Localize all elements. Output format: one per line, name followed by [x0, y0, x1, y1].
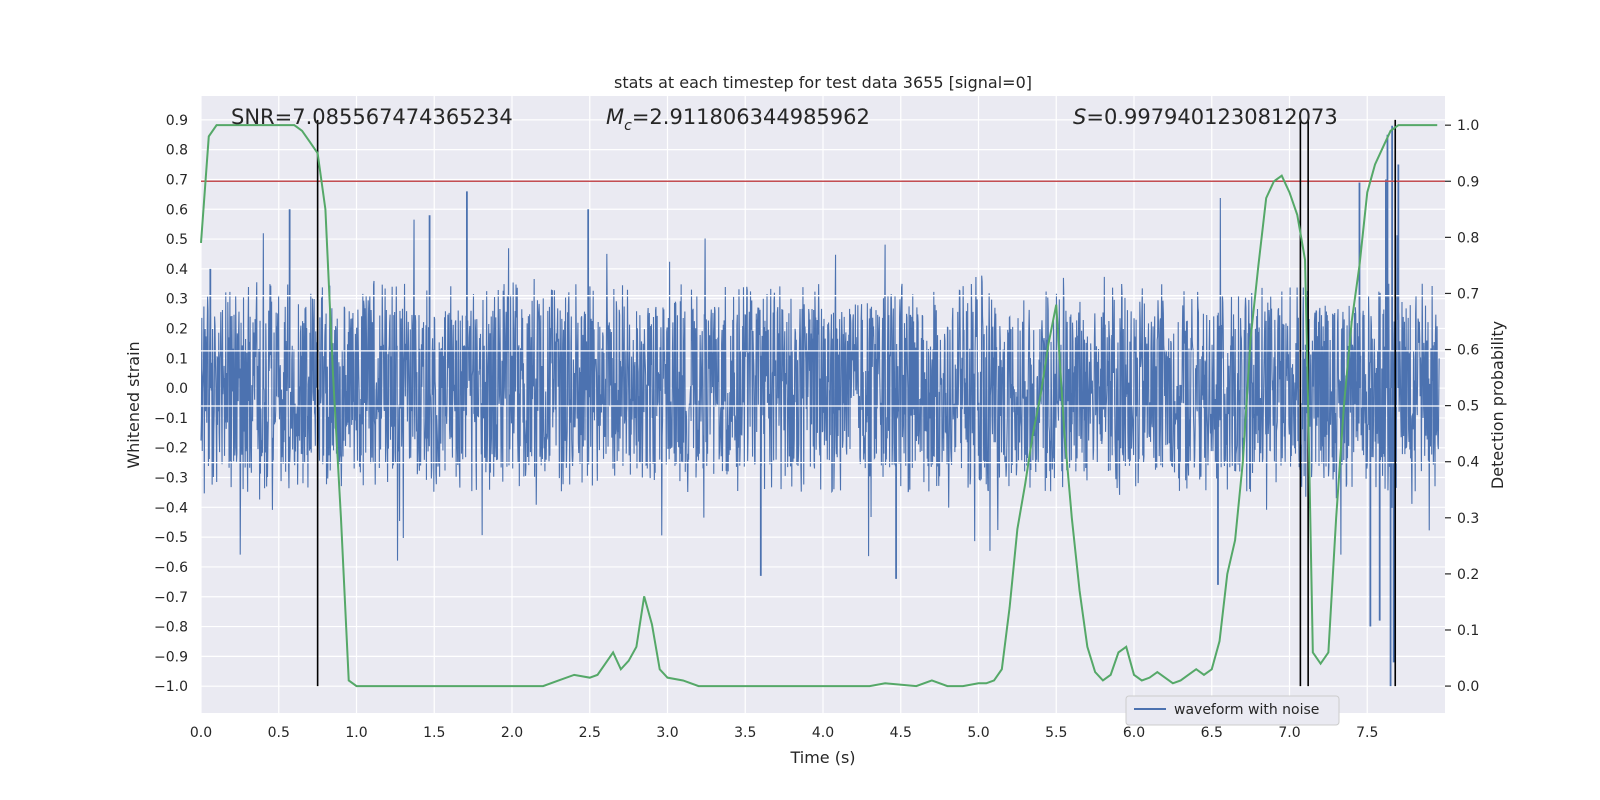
y-left-tick-label: −0.5	[154, 530, 188, 546]
y-left-tick-label: −0.3	[154, 471, 188, 487]
y-left-tick-label: −0.8	[154, 620, 188, 636]
s-value: =0.9979401230812073	[1086, 105, 1337, 129]
y-left-tick-label: 0.4	[166, 262, 188, 278]
x-tick-label: 7.5	[1356, 725, 1378, 741]
x-tick-label: 3.0	[656, 725, 678, 741]
snr-annotation: SNR=7.085567474365234	[231, 105, 513, 129]
y-left-axis-label: Whitened strain	[124, 341, 143, 468]
y-right-tick-label: 0.2	[1457, 567, 1479, 583]
x-tick-label: 1.0	[345, 725, 367, 741]
y-left-tick-label: −0.2	[154, 441, 188, 457]
y-left-tick-label: 0.7	[166, 172, 188, 188]
y-right-tick-label: 0.5	[1457, 399, 1479, 415]
y-left-tick-label: 0.3	[166, 292, 188, 308]
s-symbol: S	[1073, 105, 1086, 129]
x-tick-label: 5.5	[1045, 725, 1067, 741]
x-tick-label: 6.5	[1201, 725, 1223, 741]
detection-line	[200, 124, 1438, 688]
y-left-tick-label: 0.2	[166, 321, 188, 337]
y-right-tick-label: 0.7	[1457, 286, 1479, 302]
x-axis-label: Time (s)	[789, 748, 855, 767]
y-right-tick-label: 0.6	[1457, 343, 1479, 359]
y-right-tick-label: 0.8	[1457, 230, 1479, 246]
chirp-mass-value: =2.911806344985962	[632, 105, 870, 129]
x-tick-label: 5.0	[967, 725, 989, 741]
y-right-axis-label: Detection probability	[1488, 321, 1507, 489]
x-tick-label: 2.5	[579, 725, 601, 741]
legend-label: waveform with noise	[1174, 702, 1319, 718]
chirp-mass-annotation: Mc=2.911806344985962	[606, 105, 870, 134]
legend-box	[1125, 695, 1340, 726]
y-left-tick-label: −0.6	[154, 560, 188, 576]
y-right-tick-label: 0.1	[1457, 623, 1479, 639]
x-tick-label: 1.5	[423, 725, 445, 741]
y-right-tick-label: 0.3	[1457, 511, 1479, 527]
chirp-mass-symbol: M	[606, 105, 624, 129]
x-axis-ticks: 0.0 0.5 1.0 1.5 2.0 2.5 3.0 3.5 4.0 4.5 5.0 5.5 6.0 6…	[190, 725, 1379, 741]
horizontal-lines	[201, 180, 1445, 464]
y-left-axis-ticks: 0.9 0.8 0.7 0.6 0.5 0.4 0.3 0.2 0.1 0.0 −0.1 −0.2 −0…	[154, 113, 188, 695]
y-left-tick-label: −0.4	[154, 500, 188, 516]
detection-series	[200, 124, 1438, 688]
y-left-tick-label: −0.9	[154, 649, 188, 665]
legend: waveform with noise	[1125, 695, 1340, 726]
waveform-line	[200, 197, 1440, 561]
y-left-tick-label: −0.1	[154, 411, 188, 427]
waveform-series	[200, 125, 1440, 687]
y-left-tick-label: 0.8	[166, 143, 188, 159]
y-left-tick-label: −0.7	[154, 590, 188, 606]
chirp-mass-subscript: c	[624, 118, 632, 134]
y-right-axis-ticks: 1.0 0.9 0.8 0.7 0.6 0.5 0.4 0.3 0.2 0.1 0.0	[1445, 118, 1479, 695]
y-left-tick-label: 0.5	[166, 232, 188, 248]
x-tick-label: 4.0	[812, 725, 834, 741]
y-left-tick-label: 0.9	[166, 113, 188, 129]
s-annotation: S=0.9979401230812073	[1073, 105, 1338, 129]
y-left-tick-label: 0.1	[166, 351, 188, 367]
x-tick-label: 6.0	[1123, 725, 1145, 741]
x-tick-label: 0.5	[268, 725, 290, 741]
y-left-tick-label: 0.6	[166, 202, 188, 218]
y-right-tick-label: 0.4	[1457, 455, 1479, 471]
x-tick-label: 3.5	[734, 725, 756, 741]
x-tick-label: 2.0	[501, 725, 523, 741]
y-right-tick-label: 1.0	[1457, 118, 1479, 134]
y-right-tick-label: 0.9	[1457, 174, 1479, 190]
y-right-tick-label: 0.0	[1457, 679, 1479, 695]
x-tick-label: 0.0	[190, 725, 212, 741]
x-tick-label: 7.0	[1278, 725, 1300, 741]
y-left-tick-label: −1.0	[154, 679, 188, 695]
x-tick-label: 4.5	[890, 725, 912, 741]
y-left-tick-label: 0.0	[166, 381, 188, 397]
chart-title: stats at each timestep for test data 365…	[614, 73, 1032, 92]
